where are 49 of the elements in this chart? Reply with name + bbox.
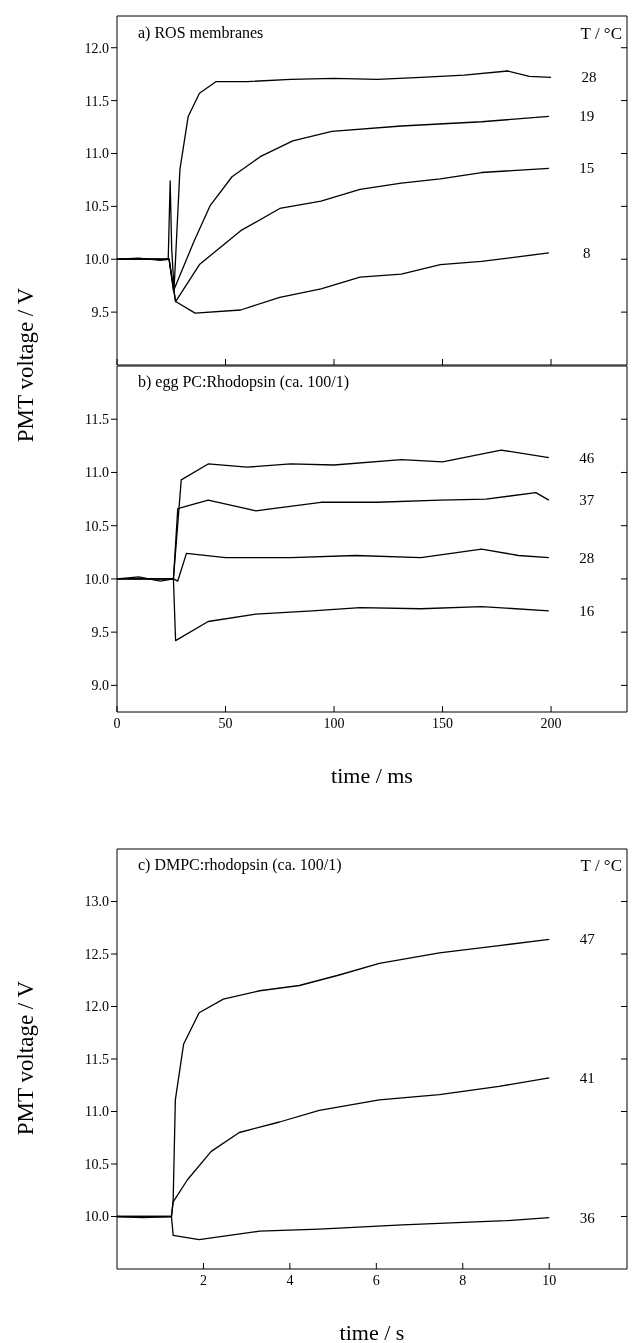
y-tick-label: 11.5 — [85, 93, 109, 109]
legend-title: T / °C — [580, 856, 622, 876]
text: 47 — [579, 931, 596, 948]
y-tick-label: 10.5 — [84, 199, 109, 215]
y-tick-label: 12.0 — [84, 999, 109, 1015]
chart-title: b) egg PC:Rhodopsin (ca. 100/1) — [138, 373, 350, 391]
y-tick-label: 11.0 — [85, 1104, 109, 1120]
y-tick-label: 11.5 — [85, 1051, 109, 1067]
x-axis-title: time / ms — [331, 763, 413, 788]
x-tick-label: 2 — [199, 1272, 207, 1288]
x-tick-label: 4 — [286, 1272, 294, 1288]
y-axis-title: PMT voltage / V — [13, 980, 39, 1136]
text: 19 — [579, 108, 595, 125]
text: 15 — [579, 160, 595, 177]
x-tick-label: 150 — [432, 715, 454, 731]
legend-label: 36 — [579, 1209, 596, 1226]
legend-title: T / °C — [580, 24, 622, 44]
x-tick-label: 8 — [459, 1272, 467, 1288]
text: 41 — [579, 1069, 595, 1086]
y-tick-label: 11.0 — [85, 146, 109, 162]
y-tick-label: 12.0 — [84, 40, 109, 56]
x-tick-label: 10 — [542, 1272, 557, 1288]
y-tick-label: 12.5 — [84, 946, 109, 962]
y-tick-label: 9.5 — [91, 305, 109, 321]
y-tick-label: 9.5 — [91, 625, 109, 641]
chart-title: c) DMPC:rhodopsin (ca. 100/1) — [138, 856, 342, 874]
text: 46 — [579, 449, 595, 466]
y-tick-label: 10.0 — [84, 1209, 109, 1225]
y-axis-title: PMT voltage / V — [13, 287, 39, 443]
x-tick-label: 200 — [540, 715, 562, 731]
y-tick-label: 10.0 — [84, 252, 109, 268]
x-tick-label: 100 — [323, 715, 345, 731]
y-tick-label: 11.5 — [85, 412, 109, 428]
x-axis-title: time / s — [339, 1320, 405, 1343]
x-tick-label: 6 — [372, 1272, 380, 1288]
text: 16 — [579, 602, 595, 619]
text: 28 — [579, 549, 595, 566]
y-tick-label: 11.0 — [85, 465, 109, 481]
y-tick-label: 10.5 — [84, 1156, 109, 1172]
text: 37 — [579, 492, 595, 509]
y-tick-label: 10.0 — [84, 571, 109, 587]
text: 28 — [581, 69, 597, 86]
y-tick-label: 13.0 — [84, 894, 109, 910]
x-tick-label: 0 — [113, 715, 121, 731]
y-tick-label: 9.0 — [91, 678, 109, 694]
y-tick-label: 10.5 — [84, 518, 109, 534]
x-tick-label: 50 — [218, 715, 233, 731]
text: a) ROS membranes — [138, 24, 264, 42]
legend-label: 8 — [583, 244, 591, 261]
